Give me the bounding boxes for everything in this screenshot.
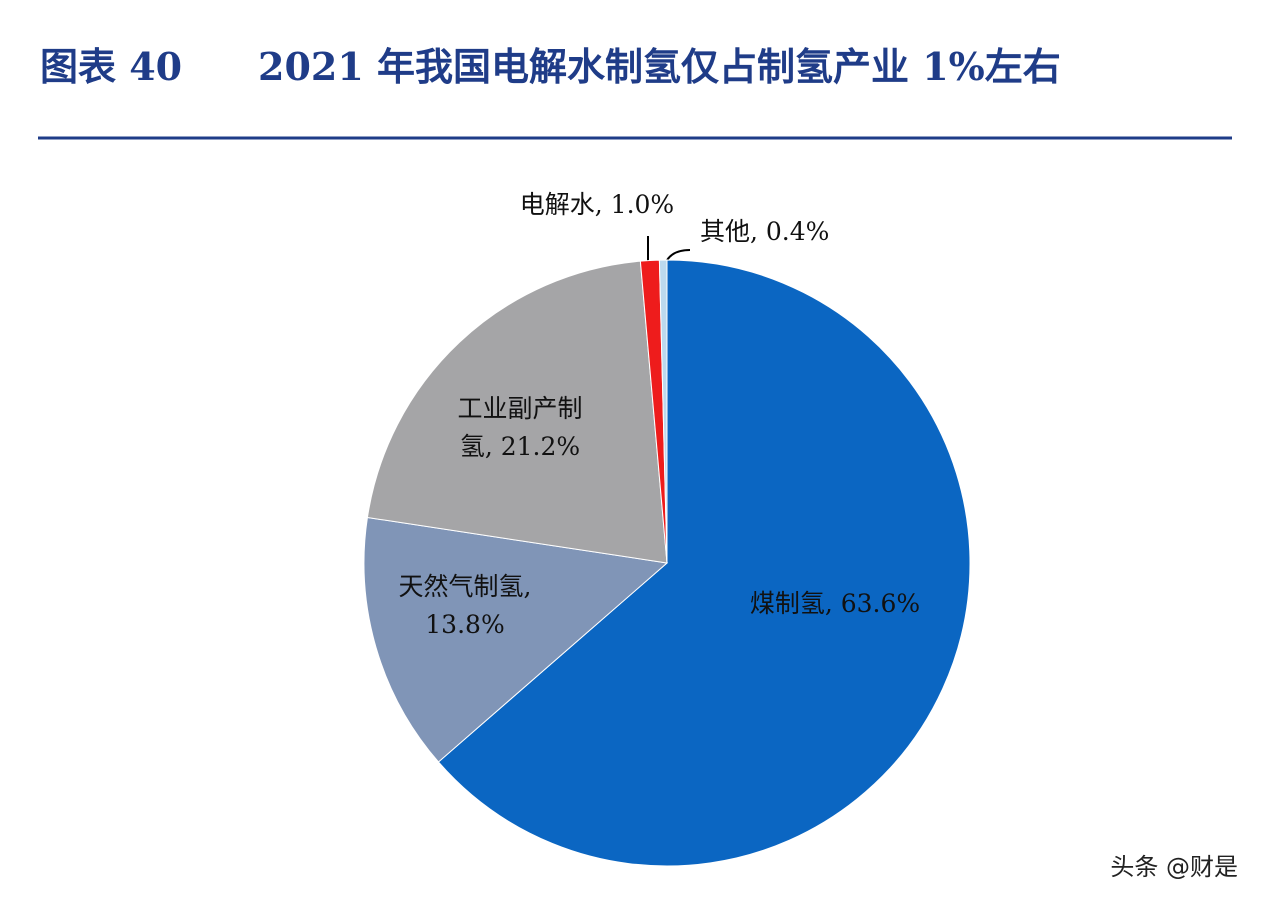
data-label: 天然气制氢, 13.8% bbox=[399, 572, 532, 639]
data-label: 工业副产制氢, 21.2% bbox=[457, 394, 582, 461]
data-label: 电解水, 1.0% bbox=[520, 190, 674, 219]
watermark: 头条 @财是 bbox=[1110, 853, 1238, 881]
chart-title: 2021 年我国电解水制氢仅占制氢产业 1%左右 bbox=[258, 44, 1061, 89]
data-label: 其他, 0.4% bbox=[700, 217, 829, 246]
pie-slice bbox=[437, 259, 971, 867]
pie-slice bbox=[363, 516, 669, 763]
data-label: 煤制氢, 63.6% bbox=[750, 589, 920, 618]
pie-slice bbox=[658, 259, 668, 564]
pie-slice bbox=[366, 260, 668, 564]
figure-label: 图表 40 bbox=[40, 44, 182, 89]
